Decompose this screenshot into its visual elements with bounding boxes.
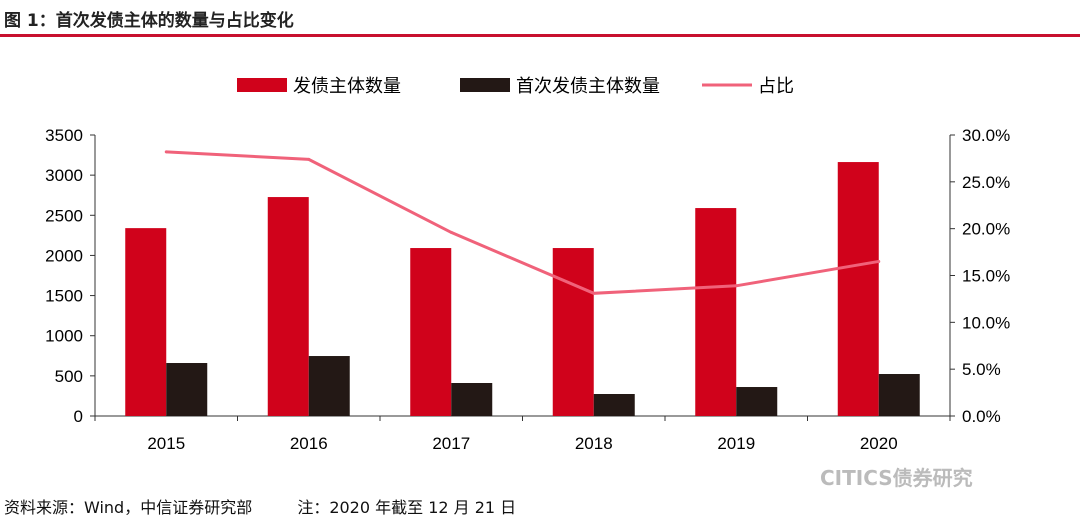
bar-issuers <box>410 248 452 416</box>
left-tick-label: 2000 <box>45 246 83 265</box>
bar-issuers <box>837 162 879 416</box>
right-tick-label: 5.0% <box>962 360 1001 379</box>
bar-first-issuers <box>308 356 350 416</box>
left-tick-label: 2500 <box>45 206 83 225</box>
x-tick-label: 2018 <box>575 434 613 453</box>
right-tick-label: 30.0% <box>962 126 1010 145</box>
x-tick-label: 2016 <box>290 434 328 453</box>
bar-first-issuers <box>451 383 493 416</box>
x-tick-label: 2017 <box>432 434 470 453</box>
x-tick-label: 2020 <box>860 434 898 453</box>
x-tick-label: 2015 <box>147 434 185 453</box>
left-tick-label: 500 <box>55 367 83 386</box>
bar-issuers <box>695 208 737 416</box>
bar-first-issuers <box>878 374 920 416</box>
bar-first-issuers <box>166 363 208 416</box>
bar-issuers <box>267 197 309 416</box>
line-point <box>734 284 738 288</box>
legend-label: 首次发债主体数量 <box>516 76 660 96</box>
left-tick-label: 3000 <box>45 166 83 185</box>
bar-first-issuers <box>736 387 778 416</box>
left-tick-label: 0 <box>74 407 83 426</box>
footer: 资料来源：Wind，中信证券研究部 注：2020 年截至 12 月 21 日 <box>4 494 556 518</box>
bar-issuers <box>125 228 167 416</box>
line-point <box>592 291 596 295</box>
right-tick-label: 15.0% <box>962 267 1010 286</box>
bar-issuers <box>552 248 594 416</box>
title-rule <box>0 34 1080 37</box>
line-point <box>164 150 168 154</box>
legend-swatch <box>460 78 510 92</box>
source-text: 资料来源：Wind，中信证券研究部 <box>4 498 253 517</box>
left-tick-label: 3500 <box>45 126 83 145</box>
right-tick-label: 25.0% <box>962 173 1010 192</box>
bar-first-issuers <box>593 394 635 416</box>
figure-title: 图 1：首次发债主体的数量与占比变化 <box>4 11 294 31</box>
right-tick-label: 20.0% <box>962 220 1010 239</box>
legend-label: 占比 <box>758 76 794 96</box>
watermark: CITICS债券研究 <box>820 466 973 490</box>
x-tick-label: 2019 <box>717 434 755 453</box>
right-tick-label: 10.0% <box>962 313 1010 332</box>
right-tick-label: 0.0% <box>962 407 1001 426</box>
note-text: 注：2020 年截至 12 月 21 日 <box>297 498 517 517</box>
legend-swatch <box>237 78 287 92</box>
left-tick-label: 1000 <box>45 327 83 346</box>
line-ratio <box>166 150 880 295</box>
left-tick-label: 1500 <box>45 287 83 306</box>
line-point <box>877 259 881 263</box>
line-point <box>449 230 453 234</box>
line-point <box>307 157 311 161</box>
legend-label: 发债主体数量 <box>293 76 401 96</box>
